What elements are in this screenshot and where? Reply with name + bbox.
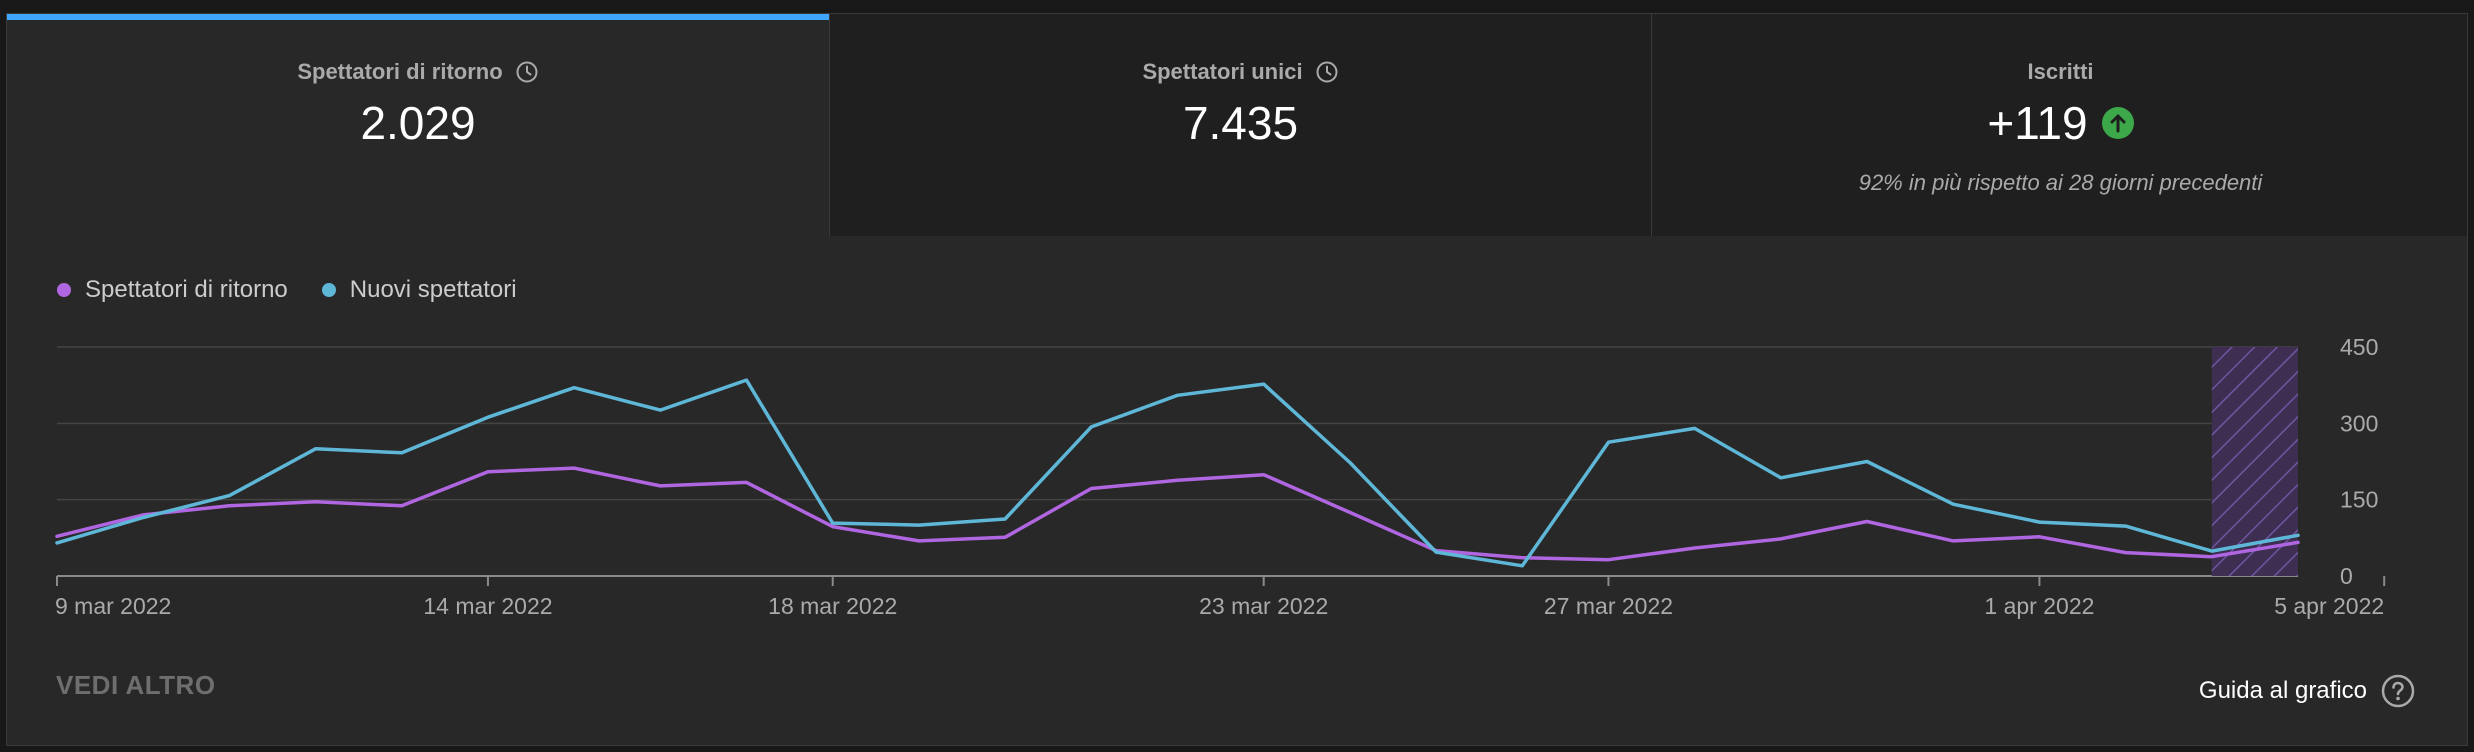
tab-title: Spettatori di ritorno bbox=[297, 59, 503, 84]
x-tick-label: 27 mar 2022 bbox=[1544, 593, 1673, 619]
x-tick-label: 9 mar 2022 bbox=[55, 593, 171, 619]
tab-unique-viewers[interactable]: Spettatori unici 7.435 bbox=[829, 14, 1651, 236]
chart-legend: Spettatori di ritorno Nuovi spettatori bbox=[57, 276, 551, 304]
legend-dot bbox=[57, 283, 71, 297]
tab-returning-viewers[interactable]: Spettatori di ritorno 2.029 bbox=[7, 14, 829, 236]
see-more-button[interactable]: VEDI ALTRO bbox=[56, 670, 216, 700]
chart-guide-link[interactable]: Guida al grafico bbox=[2199, 674, 2415, 708]
legend-dot bbox=[321, 283, 336, 297]
series-line-new-viewers bbox=[55, 378, 2300, 568]
legend-item-new: Nuovi spettatori bbox=[321, 276, 517, 304]
chart-guide-label: Guida al grafico bbox=[2198, 677, 2367, 704]
clock-icon bbox=[515, 60, 539, 84]
line-chart: 450 300 150 0 9 mar 2022 14 mar 2022 18 mar 20… bbox=[55, 334, 2386, 619]
x-tick-label: 14 mar 2022 bbox=[423, 593, 552, 619]
y-tick-label: 300 bbox=[2340, 410, 2378, 436]
arrow-up-icon bbox=[2101, 107, 2134, 139]
x-tick-label: 18 mar 2022 bbox=[768, 593, 897, 619]
y-tick-label: 0 bbox=[2340, 563, 2353, 589]
y-tick-label: 450 bbox=[2340, 334, 2378, 360]
y-tick-label: 150 bbox=[2340, 487, 2378, 513]
clock-icon bbox=[1315, 60, 1339, 84]
active-tab-indicator bbox=[7, 14, 829, 20]
tab-title: Iscritti bbox=[2027, 59, 2094, 84]
analytics-card: Spettatori di ritorno 2.029 Spettatori u… bbox=[6, 13, 2468, 746]
legend-label: Spettatori di ritorno bbox=[85, 276, 288, 303]
tab-title: Spettatori unici bbox=[1142, 59, 1303, 84]
x-tick-label: 5 apr 2022 bbox=[2274, 593, 2384, 619]
x-tick-label: 1 apr 2022 bbox=[1984, 593, 2094, 619]
tab-subscribers[interactable]: Iscritti +119 92% in più rispetto ai 28 … bbox=[1651, 14, 2467, 236]
tab-value: 2.029 bbox=[360, 97, 476, 149]
legend-item-returning: Spettatori di ritorno bbox=[57, 276, 288, 304]
tab-value: +119 bbox=[1987, 97, 2088, 149]
help-icon bbox=[2381, 674, 2415, 708]
legend-label: Nuovi spettatori bbox=[349, 276, 517, 303]
tab-value: 7.435 bbox=[1182, 97, 1299, 149]
x-tick-label: 23 mar 2022 bbox=[1199, 593, 1328, 619]
series-line-returning-viewers bbox=[55, 466, 2300, 562]
metric-tabs: Spettatori di ritorno 2.029 Spettatori u… bbox=[7, 14, 2467, 236]
tab-subtitle: 92% in più rispetto ai 28 giorni precede… bbox=[1858, 170, 2263, 195]
